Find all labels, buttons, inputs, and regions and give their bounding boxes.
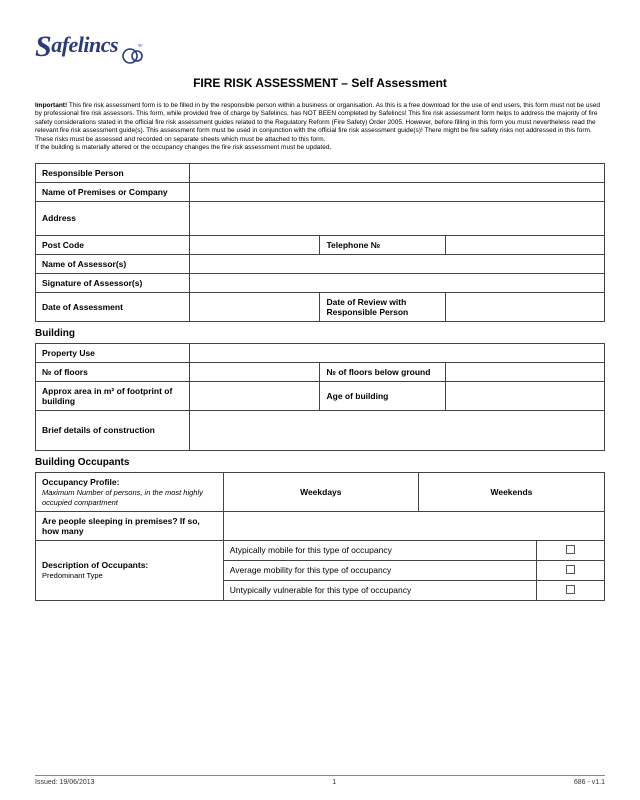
label-address: Address [36,201,190,235]
label-occupancy-profile: Occupancy Profile: Maximum Number of per… [36,472,224,511]
check-vulnerable[interactable] [536,580,604,600]
opt-atypical: Atypically mobile for this type of occup… [223,540,536,560]
section-occupants: Building Occupants [35,457,605,468]
footer-issued: Issued: 19/06/2013 [35,779,95,786]
label-assessor-name: Name of Assessor(s) [36,254,190,273]
input-assessment-date[interactable] [189,292,320,321]
label-floors-below: № of floors below ground [320,362,445,381]
page-title: FIRE RISK ASSESSMENT – Self Assessment [35,76,605,90]
input-sleeping[interactable] [223,511,604,540]
col-weekdays: Weekdays [223,472,418,511]
input-construction[interactable] [189,410,604,450]
input-age[interactable] [445,381,604,410]
opt-average: Average mobility for this type of occupa… [223,560,536,580]
label-footprint: Approx area in m² of footprint of buildi… [36,381,190,410]
input-property-use[interactable] [189,343,604,362]
occupants-table: Occupancy Profile: Maximum Number of per… [35,472,605,601]
input-responsible[interactable] [189,163,604,182]
check-average[interactable] [536,560,604,580]
checkbox-icon [566,585,575,594]
details-table: Responsible Person Name of Premises or C… [35,163,605,322]
label-construction: Brief details of construction [36,410,190,450]
label-floors: № of floors [36,362,190,381]
input-floors-below[interactable] [445,362,604,381]
label-assessor-sig: Signature of Assessor(s) [36,273,190,292]
input-address[interactable] [189,201,604,235]
important-body: This fire risk assessment form is to be … [35,102,600,143]
input-footprint[interactable] [189,381,320,410]
brand-name: Safelincs [35,30,118,64]
label-review-date: Date of Review with Responsible Person [320,292,445,321]
input-assessor-name[interactable] [189,254,604,273]
opt-vulnerable: Untypically vulnerable for this type of … [223,580,536,600]
important-tail: If the building is materially altered or… [35,144,331,151]
building-table: Property Use № of floors № of floors bel… [35,343,605,451]
label-telephone: Telephone № [320,235,445,254]
checkbox-icon [566,565,575,574]
label-desc-occupants: Description of Occupants: Predominant Ty… [36,540,224,600]
label-age: Age of building [320,381,445,410]
important-lead: Important! [35,102,67,109]
important-notice: Important! This fire risk assessment for… [35,102,605,153]
brand-mark-icon: ® [120,44,144,64]
input-assessor-sig[interactable] [189,273,604,292]
label-assessment-date: Date of Assessment [36,292,190,321]
label-property-use: Property Use [36,343,190,362]
col-weekends: Weekends [418,472,604,511]
input-floors[interactable] [189,362,320,381]
check-atypical[interactable] [536,540,604,560]
brand-logo: Safelincs ® [35,30,605,64]
label-sleeping: Are people sleeping in premises? If so, … [36,511,224,540]
input-postcode[interactable] [189,235,320,254]
footer-page: 1 [332,779,336,786]
label-premises: Name of Premises or Company [36,182,190,201]
section-building: Building [35,328,605,339]
label-responsible: Responsible Person [36,163,190,182]
footer-version: 686 - v1.1 [574,779,605,786]
page-footer: Issued: 19/06/2013 1 686 - v1.1 [35,775,605,786]
label-postcode: Post Code [36,235,190,254]
input-premises[interactable] [189,182,604,201]
svg-text:®: ® [138,44,143,49]
checkbox-icon [566,545,575,554]
input-telephone[interactable] [445,235,604,254]
input-review-date[interactable] [445,292,604,321]
